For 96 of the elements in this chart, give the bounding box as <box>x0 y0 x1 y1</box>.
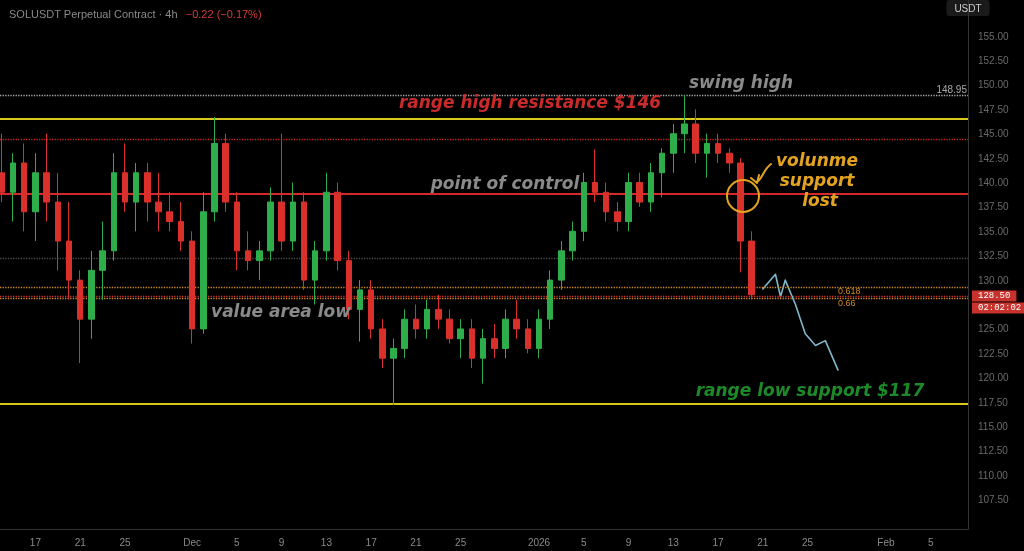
candlestick <box>32 152 39 242</box>
candlestick <box>692 108 699 164</box>
candlestick <box>413 304 419 340</box>
candlestick <box>480 328 486 385</box>
y-tick-label: 147.50 <box>978 103 1010 115</box>
x-tick-label: 17 <box>712 536 725 548</box>
y-tick-label: 155.00 <box>978 30 1010 42</box>
candlestick <box>536 308 542 359</box>
y-tick-label: 137.50 <box>978 201 1010 213</box>
x-tick-label: 17 <box>29 536 42 548</box>
x-tick-label: 25 <box>455 536 467 548</box>
y-tick-label: 117.50 <box>978 396 1009 408</box>
annotation: 0.66 <box>838 298 856 308</box>
candlestick <box>256 240 263 281</box>
x-tick-label: 21 <box>74 536 87 548</box>
x-tick-label: 9 <box>625 536 632 548</box>
x-tick-label: Dec <box>183 536 202 548</box>
candlestick <box>312 240 318 306</box>
line-series <box>762 273 839 371</box>
annotation: range low support $117 <box>695 380 925 400</box>
candlestick <box>446 308 453 345</box>
candlestick <box>726 147 733 174</box>
candlestick <box>581 172 587 242</box>
x-tick-label: 25 <box>802 536 814 548</box>
candlestick <box>502 308 509 359</box>
x-tick-label: 21 <box>410 536 422 548</box>
candlestick <box>133 162 139 232</box>
candlestick <box>290 182 296 252</box>
y-tick-label: 125.00 <box>978 323 1010 335</box>
annotation: range high resistance $146 <box>398 92 662 112</box>
candlestick <box>659 147 665 198</box>
y-tick-label: 110.00 <box>978 469 1009 481</box>
y-tick-label: 115.00 <box>978 421 1009 433</box>
y-tick-label: 120.00 <box>978 372 1010 384</box>
candlestick <box>648 162 654 213</box>
candlestick <box>10 152 16 223</box>
y-tick-label: 130.00 <box>978 274 1010 286</box>
candlestick <box>558 240 565 291</box>
annotation: volunme support lost <box>776 150 864 210</box>
candlestick <box>457 318 464 359</box>
text: SOLUSDT Perpetual Contract · 4h <box>9 7 178 20</box>
candlestick <box>245 230 251 271</box>
candlestick <box>99 221 106 301</box>
candlestick <box>469 318 475 369</box>
text: −0.22 (−0.17%) <box>185 7 262 20</box>
x-tick-label: 9 <box>278 536 285 548</box>
x-tick-label: 5 <box>581 536 587 548</box>
x-tick-label: 5 <box>234 536 241 548</box>
x-tick-label: 21 <box>757 536 769 548</box>
y-axis-title: USDT <box>954 2 982 14</box>
y-tick-label: 145.00 <box>978 128 1010 140</box>
candlestick <box>401 308 408 359</box>
x-tick-label: 17 <box>365 536 378 548</box>
candlestick <box>715 133 721 164</box>
x-tick-label: 5 <box>927 536 934 548</box>
y-tick-label: 150.00 <box>978 79 1010 91</box>
candlestick <box>200 191 207 335</box>
x-tick-label: 2026 <box>527 536 551 548</box>
text: 02:02:02 <box>978 303 1022 313</box>
x-tick-label: 13 <box>320 536 333 548</box>
candlestick <box>267 186 274 262</box>
candlestick <box>379 318 386 369</box>
y-tick-label: 122.50 <box>978 347 1010 359</box>
candlestick <box>704 133 710 179</box>
ref-line-label: 148.95 <box>936 83 968 95</box>
y-tick-label: 152.50 <box>978 55 1010 67</box>
candlestick <box>390 338 397 406</box>
candlestick <box>614 201 621 232</box>
annotation: point of control <box>429 173 581 193</box>
candlestick <box>178 201 184 252</box>
annotation: 0.618 <box>838 286 861 296</box>
candlestick <box>625 172 632 232</box>
candlestick <box>88 250 95 340</box>
y-tick-label: 132.50 <box>978 250 1010 262</box>
candlestick <box>424 299 430 340</box>
y-tick-label: 142.50 <box>978 152 1010 164</box>
y-tick-label: 135.00 <box>978 225 1010 237</box>
y-tick-label: 107.50 <box>978 494 1010 506</box>
candlestick <box>357 279 363 343</box>
candlestick <box>525 318 531 354</box>
y-tick-label: 140.00 <box>978 177 1010 189</box>
candlestick <box>681 94 688 154</box>
x-tick-label: Feb <box>877 536 895 548</box>
candlestick <box>323 172 330 262</box>
candlestick <box>211 116 218 223</box>
annotation: swing high <box>688 72 794 92</box>
text: 128.50 <box>978 291 1011 301</box>
candlestick <box>569 221 576 262</box>
x-tick-label: 13 <box>667 536 680 548</box>
x-tick-label: 25 <box>119 536 131 548</box>
candlestick <box>513 299 520 340</box>
candlestick <box>491 323 498 359</box>
candlestick <box>111 152 117 262</box>
candlestick <box>670 123 677 174</box>
y-tick-label: 112.50 <box>978 445 1009 457</box>
candlestick <box>547 269 553 330</box>
